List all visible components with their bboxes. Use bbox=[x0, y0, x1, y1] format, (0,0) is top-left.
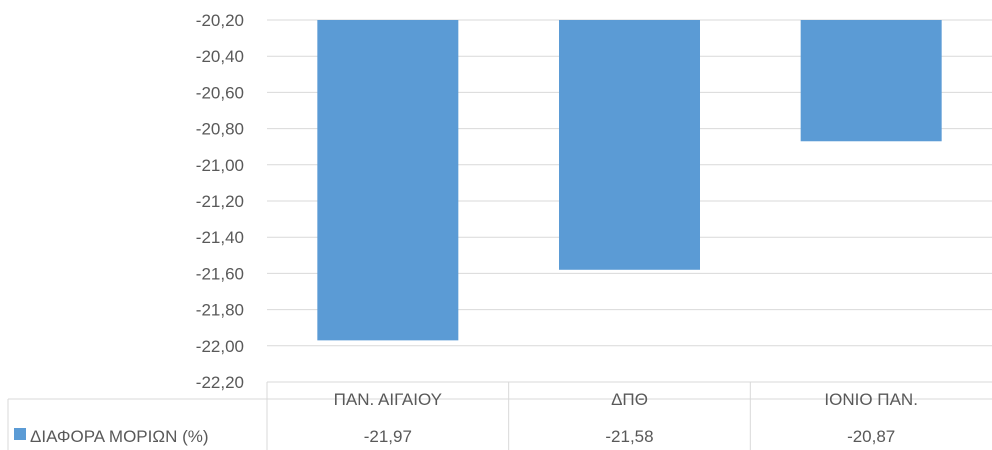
y-tick-label: -21,20 bbox=[196, 192, 244, 211]
value-label: -21,97 bbox=[364, 427, 412, 446]
y-tick-label: -20,20 bbox=[196, 11, 244, 30]
bar bbox=[317, 20, 459, 341]
y-tick-label: -20,80 bbox=[196, 120, 244, 139]
y-tick-label: -20,60 bbox=[196, 83, 244, 102]
data-table: ΠΑΝ. ΑΙΓΑΙΟΥ -21,97 ΔΠΘ -21,58 ΙΟΝΙΟ ΠΑΝ. -20… bbox=[7, 382, 992, 450]
value-label: -20,87 bbox=[847, 427, 895, 446]
y-tick-label: -22,20 bbox=[196, 373, 244, 392]
category-label: ΔΠΘ bbox=[611, 390, 648, 409]
bar bbox=[800, 20, 942, 142]
y-tick-label: -20,40 bbox=[196, 47, 244, 66]
y-tick-label: -21,40 bbox=[196, 228, 244, 247]
category-label: ΙΟΝΙΟ ΠΑΝ. bbox=[824, 390, 918, 409]
y-tick-label: -21,00 bbox=[196, 156, 244, 175]
bars bbox=[317, 20, 942, 341]
legend-swatch bbox=[14, 428, 26, 440]
y-tick-label: -21,80 bbox=[196, 301, 244, 320]
value-label: -21,58 bbox=[605, 427, 653, 446]
y-tick-label: -21,60 bbox=[196, 264, 244, 283]
bar bbox=[559, 20, 700, 270]
y-tick-label: -22,00 bbox=[196, 337, 244, 356]
legend-label: ΔΙΑΦΟΡΑ ΜΟΡΙΩΝ (%) bbox=[30, 427, 209, 446]
y-axis-tick-labels: -20,20 -20,40 -20,60 -20,80 -21,00 -21,20 -21,… bbox=[196, 11, 244, 392]
category-label: ΠΑΝ. ΑΙΓΑΙΟΥ bbox=[334, 390, 442, 409]
